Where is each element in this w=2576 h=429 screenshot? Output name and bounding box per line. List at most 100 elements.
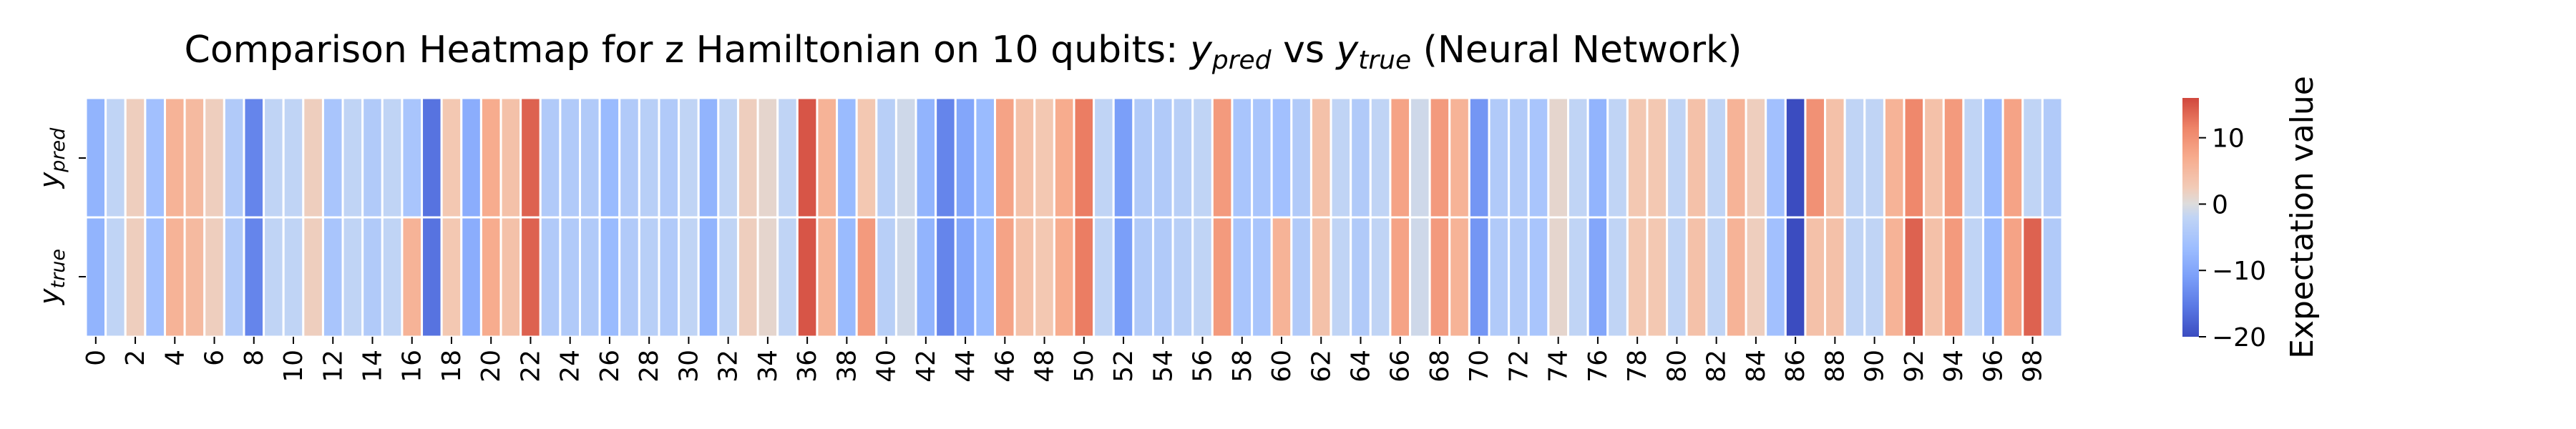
colorbar-tick-label: −20: [2212, 323, 2266, 352]
x-tick-label: 86: [1781, 350, 1810, 383]
heatmap-cell: [1093, 216, 1115, 338]
x-tick-label: 84: [1742, 350, 1771, 383]
x-tick-label: 92: [1900, 350, 1929, 383]
heatmap-cell: [519, 216, 542, 338]
heatmap-cell: [598, 216, 621, 338]
heatmap-cell: [1033, 97, 1055, 219]
heatmap-cell: [1409, 216, 1431, 338]
heatmap-cell: [579, 97, 601, 219]
heatmap-cell: [579, 216, 601, 338]
heatmap-cell: [341, 97, 364, 219]
heatmap-cell: [1073, 97, 1096, 219]
heatmap-cell: [460, 216, 482, 338]
x-tick-label: 44: [951, 350, 980, 383]
heatmap-cell: [697, 97, 720, 219]
heatmap-cell: [1705, 216, 1727, 338]
colorbar: [2182, 98, 2199, 337]
heatmap-cell: [2001, 216, 2024, 338]
x-tick-label: 22: [516, 350, 545, 383]
heatmap-cell: [1231, 216, 1254, 338]
heatmap-cell: [1290, 216, 1312, 338]
colorbar-tick-label: 10: [2212, 124, 2245, 154]
heatmap-cell: [1646, 97, 1669, 219]
heatmap-cell: [124, 216, 147, 338]
heatmap-cell: [994, 97, 1016, 219]
heatmap-cell: [816, 216, 839, 338]
heatmap-cell: [1626, 216, 1649, 338]
x-tick-label: 10: [279, 350, 308, 383]
heatmap-cell: [1330, 97, 1352, 219]
heatmap-cell: [321, 97, 344, 219]
heatmap-cell: [1251, 216, 1273, 338]
heatmap-cell: [1784, 216, 1807, 338]
colorbar-tick-label: 0: [2212, 190, 2228, 220]
heatmap-cell: [1171, 216, 1194, 338]
x-tick-label: 42: [912, 350, 941, 383]
heatmap-cell: [1982, 216, 2004, 338]
x-tick-label: 6: [200, 350, 230, 366]
x-tick-label: 34: [753, 350, 783, 383]
heatmap-cell: [499, 97, 522, 219]
heatmap-cell: [302, 216, 324, 338]
x-tick-label: 52: [1109, 350, 1138, 383]
heatmap-cell: [519, 97, 542, 219]
heatmap-cell: [361, 216, 384, 338]
heatmap-cell: [499, 216, 522, 338]
heatmap-cell: [756, 97, 779, 219]
heatmap-cell: [1883, 216, 1906, 338]
x-tick-label: 46: [990, 350, 1020, 383]
x-tick-label: 82: [1702, 350, 1732, 383]
heatmap-cell: [776, 97, 799, 219]
heatmap-cell: [994, 216, 1016, 338]
x-tick-label: 20: [477, 350, 506, 383]
heatmap-cell: [223, 216, 245, 338]
heatmap-cell: [1468, 97, 1491, 219]
x-tick-label: 66: [1386, 350, 1415, 383]
heatmap-cell: [894, 216, 917, 338]
heatmap-cell: [1191, 97, 1214, 219]
x-tick-label: 48: [1030, 350, 1060, 383]
heatmap-cell: [1508, 216, 1530, 338]
heatmap-cell: [914, 216, 937, 338]
heatmap-cell: [1646, 216, 1669, 338]
heatmap-cell: [144, 216, 166, 338]
heatmap-cell: [302, 97, 324, 219]
heatmap-cell: [914, 97, 937, 219]
x-tick-label: 50: [1070, 350, 1099, 383]
heatmap-cell: [658, 97, 680, 219]
heatmap-cell: [1843, 216, 1866, 338]
heatmap-cell: [223, 97, 245, 219]
heatmap-cell: [1685, 216, 1708, 338]
heatmap-cell: [1448, 97, 1470, 219]
heatmap-cell: [1053, 97, 1075, 219]
x-tick-label: 90: [1860, 350, 1890, 383]
x-tick-label: 28: [635, 350, 664, 383]
heatmap-cell: [1013, 216, 1036, 338]
heatmap-cell: [401, 216, 424, 338]
heatmap-cell: [1724, 216, 1747, 338]
colorbar-label: Expectation value: [2284, 76, 2321, 359]
x-tick-label: 58: [1228, 350, 1257, 383]
heatmap-cell: [1765, 216, 1787, 338]
heatmap-cell: [756, 216, 779, 338]
heatmap-cell: [559, 216, 582, 338]
heatmap-cell: [796, 216, 819, 338]
heatmap-cell: [1369, 216, 1392, 338]
heatmap-cell: [1151, 97, 1174, 219]
heatmap-cell: [1784, 97, 1807, 219]
heatmap-cell: [836, 97, 858, 219]
heatmap-cell: [1923, 216, 1945, 338]
heatmap-cell: [1923, 97, 1945, 219]
heatmap-cell: [84, 216, 107, 338]
heatmap-cell: [1290, 97, 1312, 219]
x-tick-label: 36: [793, 350, 822, 383]
heatmap-cell: [460, 97, 482, 219]
heatmap-cell: [1191, 216, 1214, 338]
heatmap-cell: [598, 97, 621, 219]
heatmap-cell: [855, 216, 878, 338]
heatmap-cell: [638, 97, 660, 219]
x-tick-label: 40: [872, 350, 902, 383]
heatmap-cell: [282, 97, 305, 219]
heatmap-cell: [1527, 97, 1550, 219]
